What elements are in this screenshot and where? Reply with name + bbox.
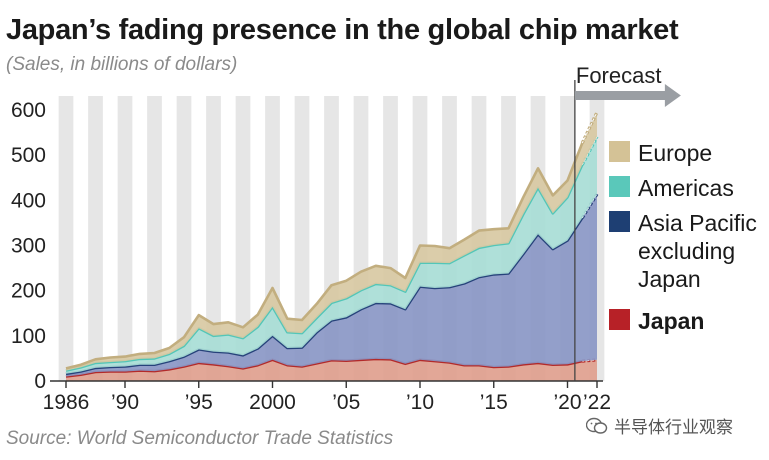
x-tick-label: ’15 [480,391,508,414]
x-axis: 1986 ’90 ’95 2000 ’05 ’10 ’15 ’20’22 [43,380,611,414]
forecast-label: Forecast [576,63,662,88]
area-europe [66,112,597,371]
background-stripe [117,96,133,381]
watermark-text: 半导体行业观察 [614,418,733,437]
y-tick-label: 100 [11,325,46,348]
background-stripe [176,96,192,381]
plot-areas [65,111,599,381]
background-stripe [206,96,221,381]
legend-label-asia_pacific: Japan [638,266,701,292]
legend-label-americas: Americas [638,175,734,201]
chart-title: Japan’s fading presence in the global ch… [6,14,679,46]
y-tick-label: 200 [11,280,46,303]
forecast-arrow-head [664,84,681,107]
y-tick-label: 0 [34,370,46,393]
x-tick-label: ’95 [185,391,213,414]
legend-label-europe: Europe [638,140,712,166]
forecast-marker: Forecast [574,63,681,381]
area-asia_pacific [66,194,597,377]
background-stripe [88,96,103,381]
y-tick-label: 300 [11,235,46,258]
background-stripe [235,96,251,381]
legend-swatch-asia_pacific [609,211,630,232]
legend-swatch-japan [609,309,630,330]
watermark: 半导体行业观察 [585,413,733,438]
x-tick-label: ’22 [583,391,611,414]
forecast-line-highlight-europe [581,112,598,144]
wechat-icon [585,417,608,435]
x-tick-label: ’10 [406,391,434,414]
source-note: Source: World Semiconductor Trade Statis… [6,428,394,449]
forecast-arrow-shaft [574,91,667,100]
legend-label-asia_pacific: excluding [638,238,735,264]
x-tick-label: 1986 [43,391,90,414]
area-americas [66,136,597,374]
background-stripe [294,96,310,381]
area-japan [66,358,597,381]
legend-swatch-americas [609,176,630,197]
legend-label-asia_pacific: Asia Pacific [638,210,757,236]
y-tick-label: 600 [11,99,46,122]
legend-label-japan: Japan [638,308,704,334]
y-axis: 0 100 200 300 400 500 600 [11,99,46,393]
background-stripe [147,96,162,381]
x-tick-label: 2000 [249,391,296,414]
chart-subtitle: (Sales, in billions of dollars) [6,54,238,75]
x-tick-label: ’05 [332,391,360,414]
x-tick-label: ’90 [111,391,139,414]
y-tick-label: 500 [11,144,46,167]
legend-swatch-europe [609,141,630,162]
line-europe [65,142,584,370]
x-tick-label: ’20 [553,391,581,414]
background-stripe [58,96,74,381]
y-tick-label: 400 [11,189,46,212]
